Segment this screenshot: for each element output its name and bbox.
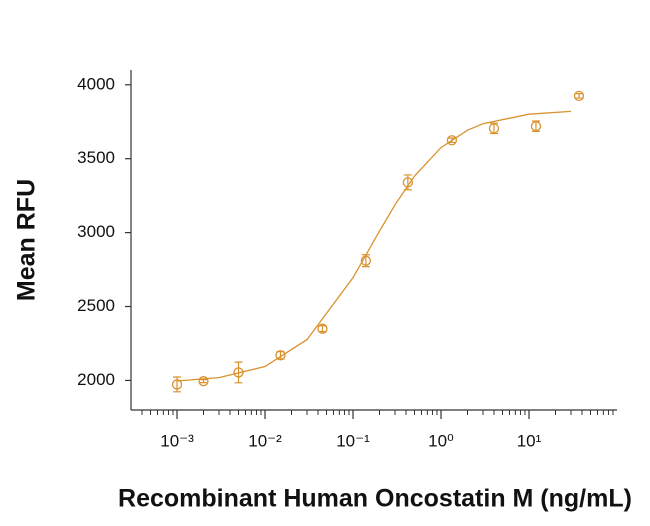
data-point xyxy=(573,90,585,102)
fit-curve xyxy=(176,110,572,382)
x-axis-title: Recombinant Human Oncostatin M (ng/mL) xyxy=(118,485,632,513)
y-tick-label: 3000 xyxy=(77,222,115,241)
error-bar xyxy=(575,93,584,99)
error-bar xyxy=(447,137,456,144)
data-point xyxy=(233,367,244,378)
x-tick-label: 10⁻³ xyxy=(160,431,194,450)
x-tick-label: 10⁻¹ xyxy=(336,431,370,450)
error-bar xyxy=(531,120,540,132)
data-point xyxy=(446,135,458,146)
x-tick-label: 10⁻² xyxy=(248,431,282,450)
data-point xyxy=(275,350,286,361)
data-point xyxy=(402,177,414,188)
x-tick-label: 10¹ xyxy=(517,431,542,450)
y-tick-label: 2500 xyxy=(77,296,115,315)
error-bar xyxy=(234,361,243,384)
y-tick-label: 4000 xyxy=(77,74,115,93)
error-bar xyxy=(199,379,208,384)
data-point xyxy=(317,323,328,334)
y-tick-label: 2000 xyxy=(77,370,115,389)
data-point xyxy=(171,379,183,390)
y-axis-title: Mean RFU xyxy=(13,179,41,301)
error-bar xyxy=(173,376,182,393)
error-bar xyxy=(318,325,327,333)
data-point xyxy=(360,255,372,266)
data-point xyxy=(198,376,209,387)
data-point xyxy=(530,121,542,132)
y-tick-label: 3500 xyxy=(77,148,115,167)
data-point xyxy=(488,123,500,134)
error-bar xyxy=(489,122,498,135)
x-tick-label: 10⁰ xyxy=(428,431,454,450)
